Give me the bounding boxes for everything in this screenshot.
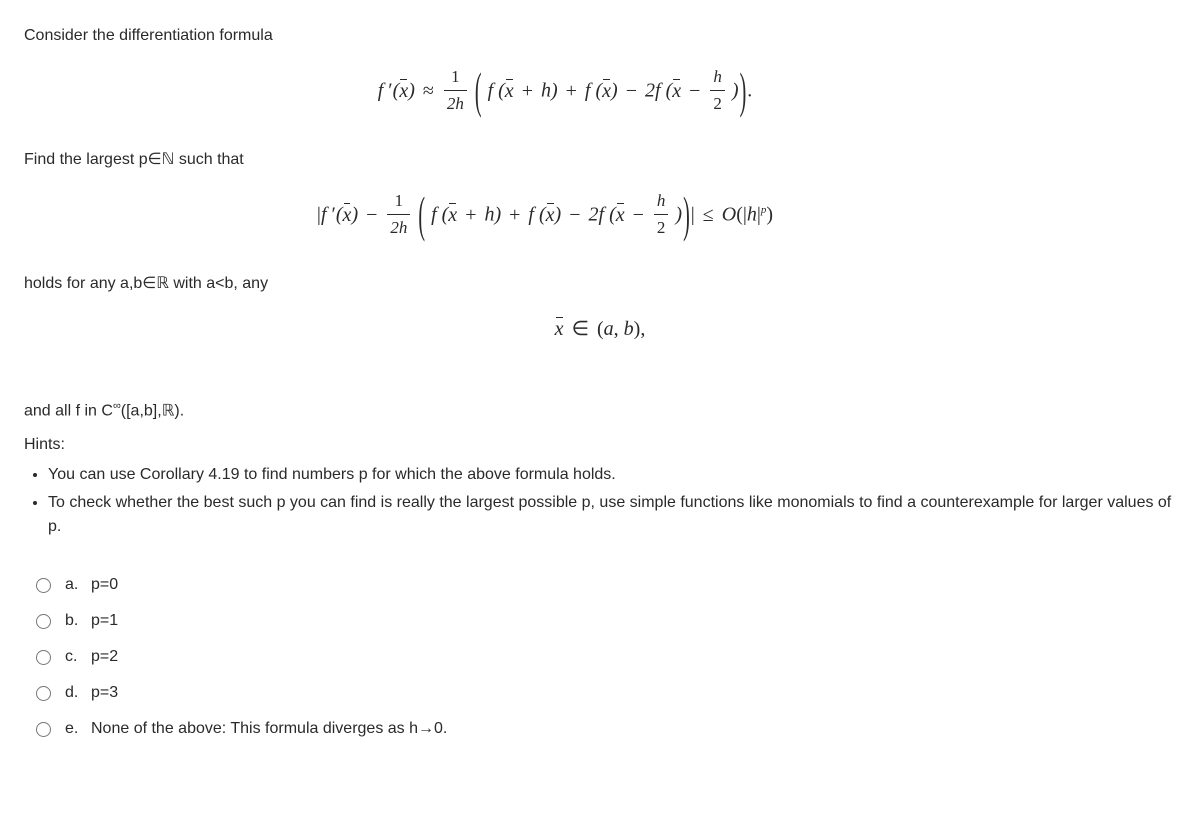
frac-num-1: 1 (444, 64, 467, 90)
and-all-text: and all f in C∞([a,b],ℝ). (24, 398, 1176, 423)
intro-text: Consider the differentiation formula (24, 24, 1176, 48)
frac-num-2: h (710, 64, 725, 90)
option-b[interactable]: b. p=1 (36, 609, 1176, 633)
option-letter: b. (65, 609, 91, 633)
options-block: a. p=0 b. p=1 c. p=2 d. p=3 e. None of t… (24, 573, 1176, 741)
option-letter: e. (65, 717, 91, 741)
holds-text: holds for any a,b∈ℝ with a<b, any (24, 272, 1176, 296)
hints-list: You can use Corollary 4.19 to find numbe… (24, 463, 1176, 539)
frac-num-3: 1 (387, 188, 410, 214)
frac-den-3: 2h (387, 214, 410, 241)
option-letter: d. (65, 681, 91, 705)
option-letter: a. (65, 573, 91, 597)
hints-label: Hints: (24, 433, 1176, 457)
radio-c[interactable] (36, 650, 51, 665)
radio-b[interactable] (36, 614, 51, 629)
question-block: Consider the differentiation formula f ′… (24, 24, 1176, 741)
option-c[interactable]: c. p=2 (36, 645, 1176, 669)
option-text: p=0 (91, 573, 1176, 597)
option-letter: c. (65, 645, 91, 669)
formula-abs: |f ′(x) − 12h ( f (x + h) + f (x) − 2f (… (24, 190, 1176, 242)
option-d[interactable]: d. p=3 (36, 681, 1176, 705)
option-e[interactable]: e. None of the above: This formula diver… (36, 717, 1176, 741)
option-text: p=1 (91, 609, 1176, 633)
formula-approx: f ′(x) ≈ 12h ( f (x + h) + f (x) − 2f (x… (24, 66, 1176, 118)
frac-den-2: 2 (710, 90, 725, 117)
frac-den-4: 2 (654, 214, 669, 241)
radio-a[interactable] (36, 578, 51, 593)
option-text: None of the above: This formula diverges… (91, 717, 1176, 741)
find-text: Find the largest p∈ℕ such that (24, 148, 1176, 172)
hint-item: You can use Corollary 4.19 to find numbe… (48, 463, 1176, 487)
option-text: p=2 (91, 645, 1176, 669)
radio-e[interactable] (36, 722, 51, 737)
formula-x-in: x ∈ (a, b), (24, 314, 1176, 344)
option-a[interactable]: a. p=0 (36, 573, 1176, 597)
radio-d[interactable] (36, 686, 51, 701)
option-text: p=3 (91, 681, 1176, 705)
frac-den-1: 2h (444, 90, 467, 117)
hint-item: To check whether the best such p you can… (48, 491, 1176, 539)
frac-num-4: h (654, 188, 669, 214)
